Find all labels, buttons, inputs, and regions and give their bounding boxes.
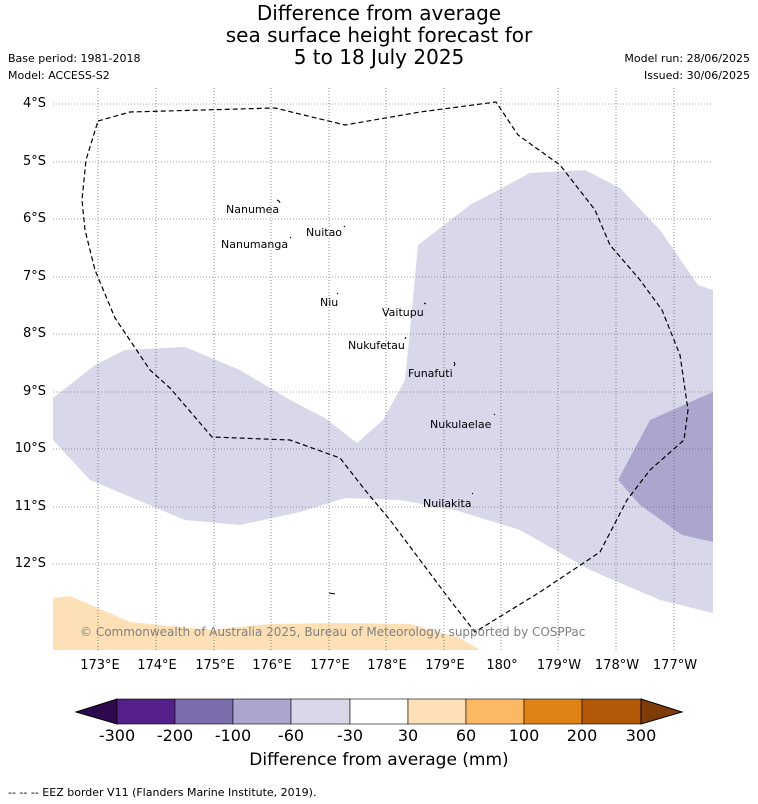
- lon-label-178w: 178°W: [594, 658, 640, 673]
- eez-legend-note: -- -- -- EEZ border V11 (Flanders Marine…: [8, 786, 317, 799]
- colorbar-tick: 300: [625, 726, 657, 745]
- lon-label-177e: 177°E: [310, 658, 350, 673]
- base-period: Base period: 1981-2018: [8, 52, 141, 65]
- island-nuitao: [343, 225, 346, 228]
- colorbar: [74, 698, 684, 725]
- anomaly-region-light-lavender: [53, 170, 713, 613]
- lat-label-5s: 5°S: [22, 154, 46, 169]
- island-nanumea: [276, 199, 281, 204]
- colorbar-bin-9: [581, 698, 642, 725]
- place-nanumea: Nanumea: [226, 203, 280, 216]
- colorbar-tick: 200: [566, 726, 598, 745]
- model-run: Model run: 28/06/2025: [624, 52, 750, 65]
- lat-label-6s: 6°S: [22, 211, 46, 226]
- colorbar-bin-5: [349, 698, 409, 725]
- lat-label-9s: 9°S: [22, 384, 46, 399]
- colorbar-bin-8: [523, 698, 583, 725]
- colorbar-bin-1: [116, 698, 176, 725]
- place-vaitupu: Vaitupu: [382, 306, 424, 319]
- colorbar-high-extension: [640, 698, 684, 725]
- meta-right: Model run: 28/06/2025 Issued: 30/06/2025: [624, 50, 750, 84]
- island-nuilakita: [471, 492, 474, 495]
- island-nukufetau: [404, 336, 407, 340]
- lon-label-174e: 174°E: [137, 658, 177, 673]
- lat-label-12s: 12°S: [14, 556, 46, 571]
- lon-label-180: 180°: [486, 658, 518, 673]
- lon-label-176e: 176°E: [252, 658, 292, 673]
- island-nanumanga: [289, 236, 292, 239]
- lon-label-177w: 177°W: [652, 658, 698, 673]
- eez-border: [81, 101, 689, 633]
- island-nukulaelae: [493, 413, 496, 416]
- latitude-gridlines: [53, 103, 713, 565]
- lat-label-8s: 8°S: [22, 326, 46, 341]
- copyright-notice: © Commonwealth of Australia 2025, Bureau…: [80, 625, 586, 639]
- island-funafuti: [453, 361, 456, 367]
- colorbar-tick: 60: [455, 726, 477, 745]
- colorbar-tick: 30: [397, 726, 419, 745]
- anomaly-region-medium-lavender: [618, 392, 713, 542]
- lat-label-11s: 11°S: [14, 499, 46, 514]
- colorbar-low-extension: [74, 698, 118, 725]
- lon-label-179e: 179°E: [425, 658, 465, 673]
- colorbar-tick: -200: [156, 726, 194, 745]
- colorbar-tick: -30: [336, 726, 364, 745]
- longitude-gridlines: [97, 88, 675, 650]
- place-niu: Niu: [320, 296, 339, 309]
- islands: [276, 199, 496, 595]
- lon-label-175e: 175°E: [195, 658, 235, 673]
- island-vaitupu: [423, 302, 427, 305]
- map-title-line-1: Difference from average: [256, 1, 502, 25]
- island-small-reef: [328, 592, 336, 595]
- colorbar-label: Difference from average (mm): [249, 750, 509, 770]
- place-nanumanga: Nanumanga: [221, 238, 289, 251]
- colorbar-tick: 100: [508, 726, 540, 745]
- meta-left: Base period: 1981-2018 Model: ACCESS-S2: [8, 50, 140, 84]
- lat-label-7s: 7°S: [22, 269, 46, 284]
- place-funafuti: Funafuti: [408, 367, 453, 380]
- lon-label-173e: 173°E: [80, 658, 120, 673]
- lat-label-4s: 4°S: [22, 96, 46, 111]
- colorbar-bin-2: [174, 698, 234, 725]
- lon-label-179w: 179°W: [536, 658, 582, 673]
- issued-date: Issued: 30/06/2025: [643, 69, 750, 82]
- place-nuilakita: Nuilakita: [423, 497, 472, 510]
- colorbar-bin-6: [407, 698, 467, 725]
- lon-label-178e: 178°E: [367, 658, 407, 673]
- colorbar-tick: -100: [214, 726, 252, 745]
- colorbar-bin-4: [290, 698, 351, 725]
- colorbar-bin-3: [232, 698, 292, 725]
- place-nukulaelae: Nukulaelae: [430, 418, 492, 431]
- colorbar-tick: -300: [98, 726, 136, 745]
- place-nukufetau: Nukufetau: [348, 339, 405, 352]
- model-name: Model: ACCESS-S2: [8, 69, 110, 82]
- map-title-line-3: 5 to 18 July 2025: [293, 45, 465, 69]
- colorbar-tick: -60: [277, 726, 305, 745]
- map-title-line-2: sea surface height forecast for: [225, 23, 533, 47]
- colorbar-bin-7: [465, 698, 525, 725]
- place-nuitao: Nuitao: [306, 226, 343, 239]
- island-niu: [336, 292, 339, 295]
- anomaly-region-light-orange: [53, 596, 480, 650]
- lat-label-10s: 10°S: [14, 441, 46, 456]
